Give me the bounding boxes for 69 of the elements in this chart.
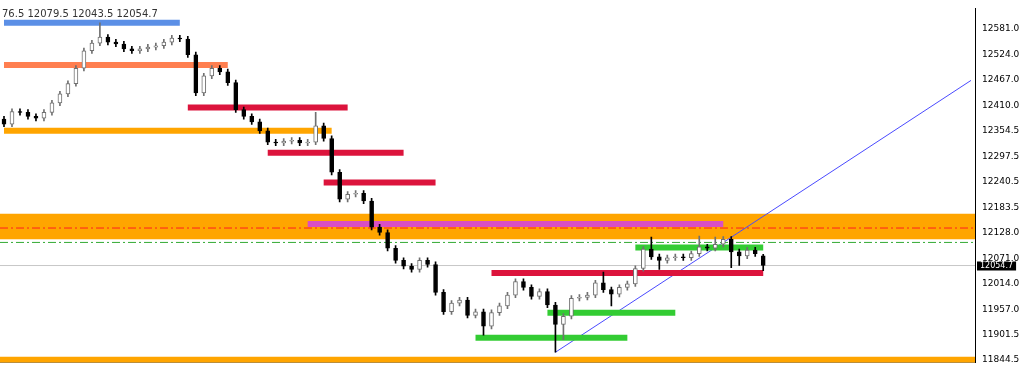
candlestick	[680, 253, 686, 261]
candlestick	[633, 265, 638, 287]
candlestick	[577, 294, 582, 302]
y-tick-label: 12524.0	[982, 48, 1020, 59]
candlestick	[457, 297, 462, 307]
candlestick	[664, 254, 670, 264]
candlestick	[353, 190, 358, 198]
candlestick	[529, 284, 534, 300]
y-tick-label: 12581.0	[982, 23, 1020, 33]
candlestick	[409, 263, 414, 273]
candlestick	[641, 246, 646, 272]
candlestick	[441, 289, 446, 315]
candlestick	[449, 300, 454, 315]
candlestick	[377, 224, 382, 236]
candlestick	[465, 297, 470, 319]
candlestick	[505, 292, 510, 309]
candlestick	[545, 288, 550, 309]
candlestick	[337, 169, 342, 203]
y-tick-label: 12297.5	[982, 150, 1020, 161]
candlestick	[369, 198, 374, 231]
candlestick	[425, 257, 430, 268]
candlestick	[473, 308, 478, 319]
candlestick	[617, 284, 622, 298]
candlestick	[385, 229, 390, 252]
y-tick-label: 12354.5	[982, 124, 1020, 135]
candlestick	[417, 257, 422, 273]
candlestick	[593, 279, 598, 299]
annotation: 76.5 12079.5 12043.5 12054.7	[2, 7, 158, 19]
candlestick	[481, 308, 486, 336]
y-tick-label: 11844.5	[982, 354, 1020, 365]
candlestick	[137, 45, 143, 54]
candlestick	[609, 286, 614, 307]
candlestick	[489, 309, 494, 330]
candlestick	[401, 257, 406, 270]
y-tick-label: 12014.0	[982, 278, 1020, 289]
candlestick	[393, 245, 398, 264]
candlestick	[569, 295, 574, 320]
candlestick	[513, 278, 518, 299]
candlestick	[601, 271, 606, 293]
candlestick	[553, 301, 558, 353]
candlestick	[497, 302, 502, 316]
y-tick-label: 12410.0	[982, 99, 1020, 110]
candlestick	[361, 190, 366, 205]
candlestick	[177, 35, 183, 43]
candlestick	[329, 135, 334, 176]
y-tick-label: 12240.5	[982, 176, 1020, 187]
y-tick-label: 12128.0	[982, 226, 1020, 237]
candlestick	[585, 292, 590, 301]
ref-line-label: 12054.7	[980, 260, 1014, 270]
candlestick	[289, 137, 295, 145]
candlestick	[345, 191, 350, 203]
candlestick	[672, 253, 678, 261]
candlestick	[537, 288, 542, 300]
y-tick-label: 11957.0	[982, 303, 1020, 314]
candlestick	[313, 112, 319, 146]
candlestick	[433, 261, 438, 296]
candlestick	[129, 45, 135, 54]
y-tick-label: 12071.0	[982, 252, 1020, 263]
candlestick	[561, 313, 566, 340]
candlestick	[305, 139, 311, 146]
candlestick	[625, 280, 630, 291]
candlestick	[656, 253, 662, 270]
candlestick	[521, 278, 526, 291]
candlestick	[649, 236, 654, 260]
y-tick-label: 12183.5	[982, 201, 1020, 212]
y-tick-label: 12467.0	[982, 74, 1020, 85]
candlestick	[321, 122, 326, 142]
y-tick-label: 11901.5	[982, 328, 1020, 339]
candlestick	[273, 139, 279, 146]
